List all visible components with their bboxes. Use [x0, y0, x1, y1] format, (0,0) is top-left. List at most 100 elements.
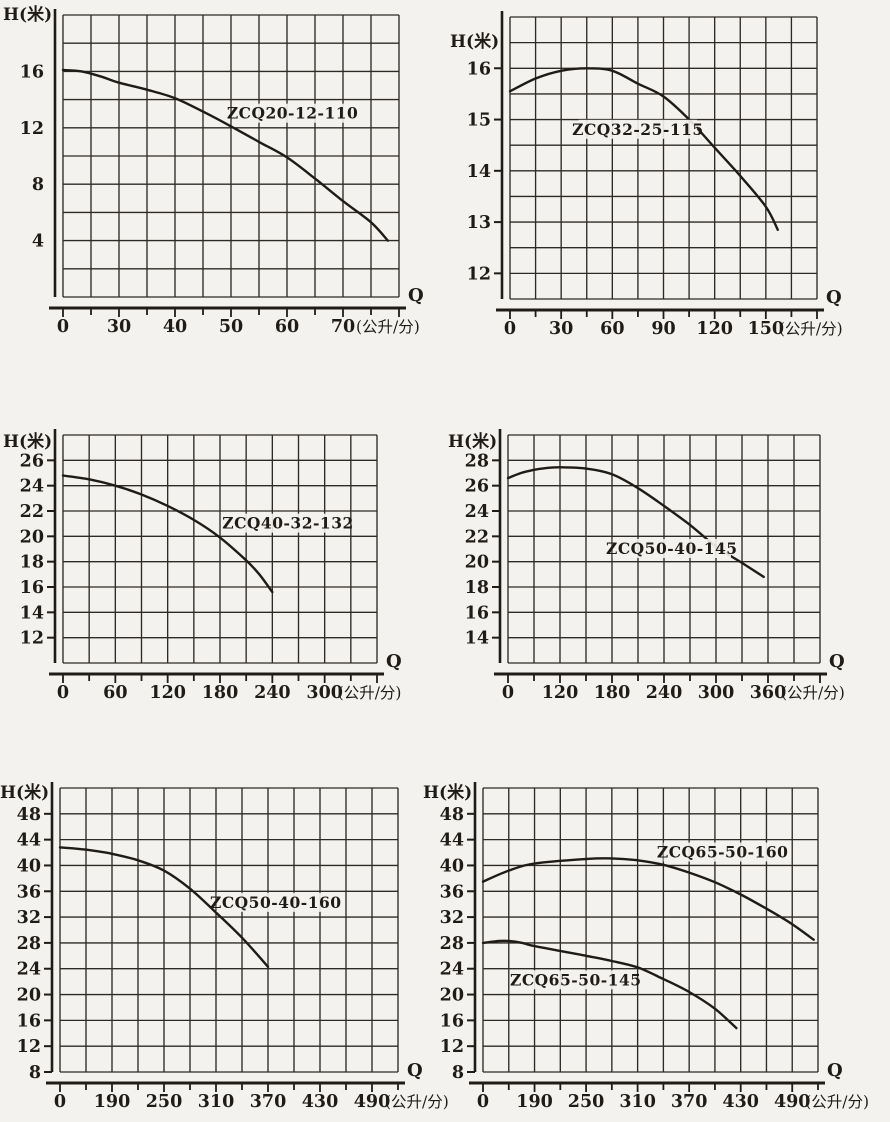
x-tick-label: 370: [671, 1092, 708, 1112]
chart-zcq50-40-160: 48 44 40 36 32 28 24 20 16 12 8 H(米) 0 190 250 310 370 43…: [0, 774, 493, 1122]
y-tick-label: 22: [465, 527, 489, 547]
grid: [507, 434, 821, 664]
x-tick-label: 120: [696, 319, 733, 339]
x-tick-label: 300: [306, 683, 343, 703]
x-tick-label: 430: [302, 1092, 339, 1112]
y-tick-label: 8: [32, 175, 44, 195]
y-tick-label: 8: [29, 1063, 41, 1083]
series-label: ZCQ50-40-145: [606, 539, 738, 558]
y-tick-label: 40: [17, 856, 41, 876]
curve-zcq20-12-110: [61, 68, 389, 242]
x-tick-label: 180: [594, 683, 631, 703]
curve-zcq40-32-132: [61, 474, 274, 594]
y-axis-title: H(米): [448, 431, 497, 452]
y-tick-label: 20: [20, 527, 44, 547]
x-tick-label: 490: [354, 1092, 391, 1112]
x-tick-label: 120: [542, 683, 579, 703]
y-axis-title: H(米): [3, 431, 52, 452]
y-tick-label: 40: [440, 856, 464, 876]
y-tick-label: 24: [465, 502, 489, 522]
y-tick-label: 15: [467, 111, 491, 131]
x-tick-label: 30: [107, 317, 131, 337]
grid: [62, 434, 378, 664]
y-tick-label: 16: [465, 603, 489, 623]
x-tick-label: 250: [146, 1092, 183, 1112]
y-tick-label: 14: [467, 162, 491, 182]
y-axis-title: H(米): [423, 782, 472, 803]
x-tick-label: 30: [549, 319, 573, 339]
x-tick-label: 150: [748, 319, 785, 339]
y-tick-label: 16: [467, 59, 491, 79]
y-tick-label: 12: [440, 1037, 464, 1057]
chart-zcq50-40-145: 28 26 24 22 20 18 16 14 H(米) 0 120 180 240 300 360 (公升/…: [446, 421, 890, 723]
chart-canvas: 16 12 8 4 H(米) 0 30 40 50 60 70 (公升/分) Q ZCQ20-12-110: [3, 4, 424, 337]
y-tick-label: 12: [467, 264, 491, 284]
grid: [509, 16, 818, 300]
x-tick-label: 60: [600, 319, 624, 339]
x-tick-label: 190: [516, 1092, 553, 1112]
series-label-bg: [663, 842, 782, 862]
series-label: ZCQ65-50-145: [510, 970, 642, 989]
q-axis-label: Q: [408, 285, 424, 306]
x-tick-label: 120: [149, 683, 186, 703]
y-tick-label: 13: [467, 213, 491, 233]
x-tick-label: 240: [254, 683, 291, 703]
y-tick-label: 44: [440, 831, 464, 851]
x-unit-label: (公升/分): [779, 320, 843, 338]
x-axis: [496, 308, 824, 319]
y-tick-label: 8: [452, 1063, 464, 1083]
y-tick-label: 48: [440, 805, 464, 825]
y-tick-label: 24: [17, 960, 41, 980]
chart-zcq65-50-160-145: 48 44 40 36 32 28 24 20 16 12 8 H(米) 0 190 250 310 370 43…: [421, 774, 890, 1122]
y-tick-label: 28: [440, 934, 464, 954]
x-unit-label: (公升/分): [385, 1093, 449, 1111]
x-tick-label: 180: [202, 683, 239, 703]
curve-zcq32-25-115: [508, 67, 779, 231]
y-tick-label: 26: [465, 477, 489, 497]
x-tick-label: 0: [54, 1092, 66, 1112]
x-axis: [46, 1081, 405, 1092]
x-tick-label: 50: [219, 317, 243, 337]
y-tick-label: 16: [20, 62, 44, 82]
y-axis-title: H(米): [450, 31, 499, 52]
curve-zcq50-40-145: [506, 466, 765, 579]
x-tick-label: 430: [722, 1092, 759, 1112]
curve-zcq65-50-160: [481, 857, 815, 941]
y-tick-label: 18: [465, 578, 489, 598]
y-axis: [494, 11, 504, 299]
x-tick-label: 90: [651, 319, 675, 339]
x-tick-label: 310: [198, 1092, 235, 1112]
x-unit-label: (公升/分): [356, 318, 420, 336]
x-tick-label: 0: [57, 683, 69, 703]
grid: [482, 787, 819, 1073]
x-tick-label: 190: [94, 1092, 131, 1112]
x-tick-label: 0: [57, 317, 69, 337]
y-tick-label: 16: [17, 1011, 41, 1031]
x-axis: [49, 306, 406, 317]
series-label-bg: [228, 513, 348, 533]
y-tick-label: 28: [465, 451, 489, 471]
x-tick-label: 0: [502, 683, 514, 703]
y-tick-label: 36: [17, 882, 41, 902]
x-tick-label: 490: [774, 1092, 811, 1112]
curve-zcq65-50-145: [481, 939, 738, 1030]
curve-zcq50-40-160: [58, 846, 270, 968]
q-axis-label: Q: [829, 651, 845, 672]
chart-canvas: 28 26 24 22 20 18 16 14 H(米) 0 120 180 240 300 360(公升/…: [448, 429, 845, 703]
series-label-bg: [578, 119, 698, 139]
x-unit-label: (公升/分): [781, 684, 845, 702]
x-tick-label: 60: [275, 317, 299, 337]
chart-canvas: 26 24 22 20 18 16 14 12 H(米) 0 60 120 180 240 300(公升/分…: [3, 429, 402, 703]
y-tick-label: 48: [17, 805, 41, 825]
x-tick-label: 300: [698, 683, 735, 703]
x-tick-label: 250: [568, 1092, 605, 1112]
y-tick-label: 16: [440, 1011, 464, 1031]
y-tick-label: 14: [20, 603, 44, 623]
y-tick-label: 26: [20, 451, 44, 471]
series-label: ZCQ40-32-132: [222, 514, 354, 533]
y-axis: [467, 782, 477, 1073]
x-tick-label: 360: [750, 683, 787, 703]
y-tick-label: 22: [20, 502, 44, 522]
x-axis: [469, 1081, 825, 1092]
